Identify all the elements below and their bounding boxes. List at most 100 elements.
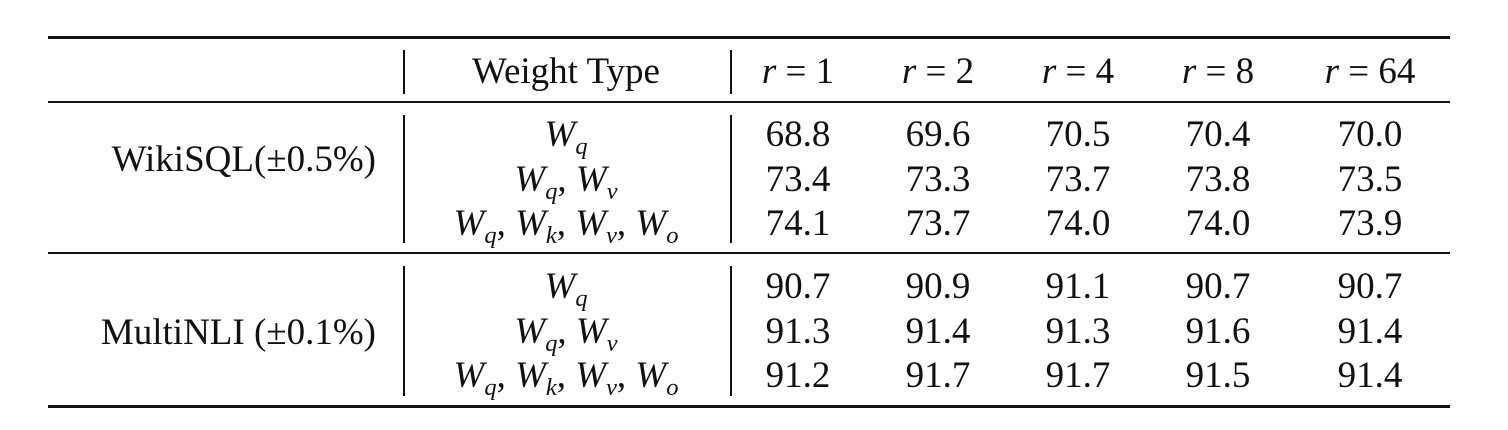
value-cell: 74.0 [1185,203,1251,244]
value-cell: 91.3 [765,311,831,352]
rank-variable: r [901,51,917,92]
group-label-wikisql: WikiSQL(±0.5%) [111,139,376,180]
weight-subscript: k [545,373,557,401]
weight-matrix: Wk [515,203,557,249]
comma: , [556,355,576,396]
weight-subscript: q [484,221,497,249]
equals-sign: = [1339,51,1379,92]
weight-type-cell: Wq, Wk, Wv, Wo [453,355,679,401]
group-separator-rule [48,252,1450,254]
weight-subscript: o [666,221,679,249]
value-cell: 91.2 [765,355,831,396]
bottom-rule [48,405,1450,408]
equals-sign: = [916,51,956,92]
rank-variable: r [1041,51,1057,92]
equals-sign: = [1056,51,1096,92]
rank-variable: r [761,51,777,92]
rank-variable: r [1181,51,1197,92]
weight-subscript: v [606,221,617,249]
rank-variable: r [1324,51,1340,92]
value-cell: 68.8 [765,114,831,155]
group1-left-divider [403,115,405,243]
value-cell: 74.1 [765,203,831,244]
value-cell: 73.4 [765,159,831,200]
weight-matrix: Wo [635,355,679,401]
weight-subscript: q [545,177,558,205]
rank-value: 2 [955,51,975,92]
value-cell: 73.7 [905,203,971,244]
rank-value: 8 [1235,51,1255,92]
value-cell: 90.9 [905,266,971,307]
rank-value: 64 [1378,51,1416,92]
header-left-divider [403,50,405,94]
value-cell: 91.4 [1337,311,1403,352]
weight-subscript: q [575,284,588,312]
rank-header: r = 2 [902,53,974,90]
weight-subscript: q [575,132,588,160]
comma: , [557,311,576,352]
weight-type-header: Weight Type [472,51,660,92]
value-cell: 73.7 [1045,159,1111,200]
comma: , [496,203,516,244]
value-cell: 90.7 [765,266,831,307]
value-cell: 91.7 [905,355,971,396]
weight-matrix: Wv [575,355,617,401]
weight-matrix: Wq [514,311,558,357]
equals-sign: = [1196,51,1236,92]
comma: , [557,159,576,200]
comma: , [496,355,516,396]
value-cell: 73.3 [905,159,971,200]
weight-subscript: q [545,329,558,357]
rank-header: r = 1 [762,53,834,90]
weight-subscript: k [545,221,557,249]
weight-subscript: v [606,177,618,205]
value-cell: 69.6 [905,114,971,155]
weight-subscript: q [484,373,497,401]
comma: , [616,203,636,244]
weight-matrix: Wv [575,311,618,357]
value-cell: 73.9 [1337,203,1403,244]
comma: , [616,355,636,396]
weight-subscript: v [606,373,617,401]
weight-matrix: Wv [575,159,618,205]
value-cell: 70.5 [1045,114,1111,155]
rank-value: 4 [1095,51,1115,92]
value-cell: 91.1 [1045,266,1111,307]
weight-subscript: o [666,373,679,401]
weight-matrix: Wk [515,355,557,401]
value-cell: 91.3 [1045,311,1111,352]
weight-matrix: Wq [544,114,588,160]
group-label-multinli: MultiNLI (±0.1%) [100,312,376,353]
value-cell: 74.0 [1045,203,1111,244]
weight-type-cell: Wq [544,114,588,160]
rank-header: r = 8 [1182,53,1254,90]
weight-type-cell: Wq, Wk, Wv, Wo [453,203,679,249]
group2-right-divider [730,266,732,396]
weight-matrix: Wq [514,159,558,205]
header-rule [48,101,1450,103]
value-cell: 70.4 [1185,114,1251,155]
rank-header: r = 4 [1042,53,1114,90]
weight-matrix: Wq [544,266,588,312]
value-cell: 91.4 [905,311,971,352]
rank-header: r = 64 [1325,53,1416,90]
weight-type-cell: Wq, Wv [514,311,618,357]
value-cell: 90.7 [1337,266,1403,307]
group2-left-divider [403,266,405,396]
header-right-divider [730,50,732,94]
equals-sign: = [776,51,816,92]
weight-matrix: Wv [575,203,617,249]
weight-matrix: Wq [453,355,497,401]
weight-matrix: Wo [635,203,679,249]
rank-value: 1 [815,51,835,92]
value-cell: 91.6 [1185,311,1251,352]
weight-matrix: Wq [453,203,497,249]
weight-subscript: v [606,329,618,357]
value-cell: 91.5 [1185,355,1251,396]
weight-type-cell: Wq [544,266,588,312]
value-cell: 90.7 [1185,266,1251,307]
value-cell: 73.8 [1185,159,1251,200]
comma: , [556,203,576,244]
weight-type-cell: Wq, Wv [514,159,618,205]
group1-right-divider [730,115,732,243]
